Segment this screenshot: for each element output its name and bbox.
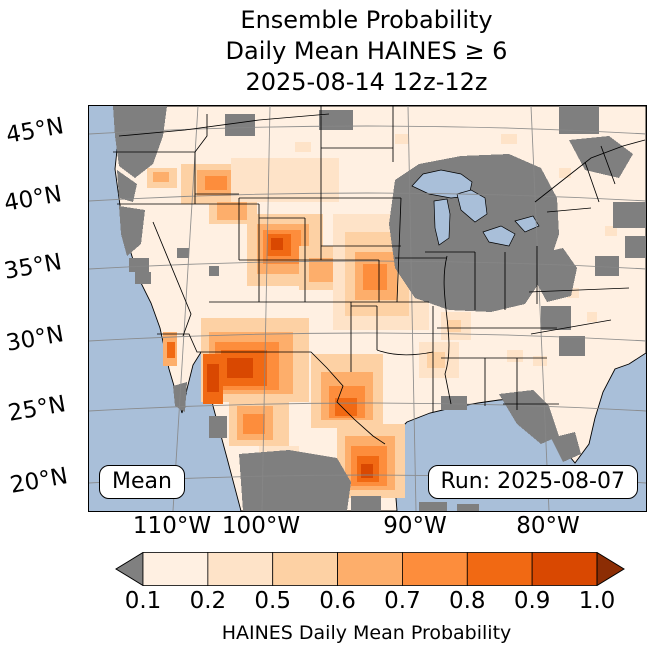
conus-map-svg <box>89 106 646 511</box>
great-lakes <box>411 169 540 247</box>
colorbar-tick: 0.9 <box>513 588 551 614</box>
colorbar-label: HAINES Daily Mean Probability <box>221 622 512 644</box>
colorbar-ticks: 0.1 0.2 0.5 0.6 0.7 0.8 0.9 1.0 <box>115 588 625 618</box>
lake-huron <box>456 189 488 223</box>
lon-label-80w: 80°W <box>516 513 580 539</box>
colorbar-tick: 0.1 <box>124 588 162 614</box>
state-borders <box>113 106 646 445</box>
lat-label-20n: 20°N <box>8 463 70 499</box>
colorbar-segment <box>207 552 274 586</box>
lon-label-90w: 90°W <box>383 513 447 539</box>
colorbar-tick: 0.8 <box>448 588 486 614</box>
title-line-2: Daily Mean HAINES ≥ 6 <box>225 37 508 65</box>
mean-box: Mean <box>99 465 185 499</box>
colorbar-under-arrow <box>115 552 144 586</box>
lat-label-35n: 35°N <box>2 249 64 285</box>
graticule <box>89 106 646 511</box>
colorbar-tick: 1.0 <box>578 588 616 614</box>
lat-label-45n: 45°N <box>4 113 66 149</box>
lon-label-100w: 100°W <box>221 513 301 539</box>
lon-label-110w: 110°W <box>132 513 212 539</box>
title-line-1: Ensemble Probability <box>240 6 493 34</box>
colorbar-segment <box>142 552 209 586</box>
colorbar-segment <box>466 552 533 586</box>
lat-label-30n: 30°N <box>4 321 66 357</box>
colorbar-segment <box>337 552 403 586</box>
colorbar-segment <box>402 552 468 586</box>
colorbar-segment <box>272 552 338 586</box>
lake-ontario <box>514 215 540 233</box>
colorbar-tick: 0.5 <box>254 588 291 614</box>
lake-superior <box>411 169 473 199</box>
lat-label-40n: 40°N <box>2 181 64 217</box>
figure-title: Ensemble Probability Daily Mean HAINES ≥… <box>88 5 645 98</box>
colorbar <box>115 552 625 586</box>
lat-label-25n: 25°N <box>6 391 68 427</box>
colorbar-tick: 0.2 <box>189 588 227 614</box>
lake-erie <box>482 225 516 247</box>
map-panel: Mean Run: 2025-08-07 <box>88 105 647 512</box>
lake-michigan <box>433 198 451 246</box>
colorbar-tick: 0.6 <box>319 588 356 614</box>
colorbar-segment <box>531 552 598 586</box>
run-date-box: Run: 2025-08-07 <box>427 465 638 499</box>
colorbar-tick: 0.7 <box>384 588 421 614</box>
colorbar-over-arrow <box>596 552 625 586</box>
title-line-3: 2025-08-14 12z-12z <box>245 68 488 96</box>
